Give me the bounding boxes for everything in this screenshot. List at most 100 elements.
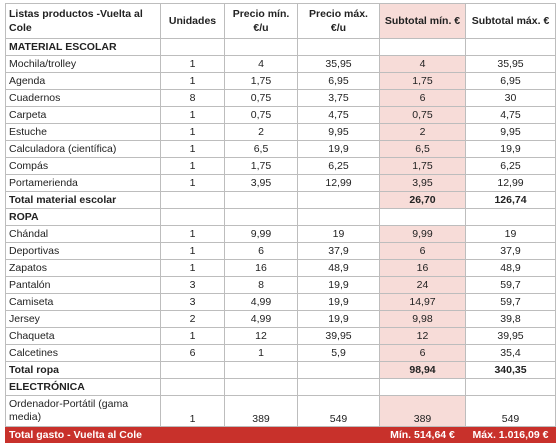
price-min-value: 8 [224, 276, 298, 294]
section-title: ELECTRÓNICA [5, 378, 161, 396]
price-max-value: 12,99 [297, 174, 380, 192]
section-total-min: 98,94 [379, 361, 466, 379]
subtotal-min-value: 14,97 [379, 293, 466, 311]
subtotal-max-value: 9,95 [465, 123, 556, 141]
subtotal-max-value: 59,7 [465, 293, 556, 311]
subtotal-max-value: 12,99 [465, 174, 556, 192]
price-min-value: 4,99 [224, 310, 298, 328]
product-name: Pantalón [5, 276, 161, 294]
price-min-value: 12 [224, 327, 298, 345]
empty-cell [160, 38, 225, 56]
subtotal-max-value: 39,8 [465, 310, 556, 328]
empty-cell [160, 208, 225, 226]
price-min-value: 0,75 [224, 106, 298, 124]
section-total-label: Total material escolar [5, 191, 161, 209]
header-units: Unidades [160, 3, 225, 39]
product-name: Portamerienda [5, 174, 161, 192]
empty-cell [297, 191, 380, 209]
subtotal-min-value: 4 [379, 55, 466, 73]
product-name: Zapatos [5, 259, 161, 277]
grand-total-min: Mín. 514,64 € [379, 426, 466, 443]
subtotal-max-value: 6,95 [465, 72, 556, 90]
subtotal-max-value: 39,95 [465, 327, 556, 345]
table-row: Cuadernos 8 0,75 3,75 6 30 [5, 89, 556, 107]
price-min-value: 3,95 [224, 174, 298, 192]
price-max-value: 9,95 [297, 123, 380, 141]
product-name: Jersey [5, 310, 161, 328]
units-value: 1 [160, 106, 225, 124]
empty-cell [160, 361, 225, 379]
subtotal-min-value: 6 [379, 242, 466, 260]
units-value: 1 [160, 72, 225, 90]
empty-cell [224, 361, 298, 379]
empty-cell [224, 191, 298, 209]
empty-cell [224, 378, 298, 396]
units-value: 1 [160, 259, 225, 277]
subtotal-max-value: 35,95 [465, 55, 556, 73]
units-value: 2 [160, 310, 225, 328]
table-row: Compás 1 1,75 6,25 1,75 6,25 [5, 157, 556, 175]
product-name: Camiseta [5, 293, 161, 311]
product-name: Agenda [5, 72, 161, 90]
price-max-value: 4,75 [297, 106, 380, 124]
header-price-min: Precio mín. €/u [224, 3, 298, 39]
empty-cell [465, 38, 556, 56]
price-max-value: 39,95 [297, 327, 380, 345]
price-max-value: 48,9 [297, 259, 380, 277]
table-row: Calcetines 6 1 5,9 6 35,4 [5, 344, 556, 362]
table-row: Carpeta 1 0,75 4,75 0,75 4,75 [5, 106, 556, 124]
section-total-row: Total material escolar 26,70 126,74 [5, 191, 556, 209]
units-value: 1 [160, 327, 225, 345]
price-max-value: 37,9 [297, 242, 380, 260]
units-value: 1 [160, 55, 225, 73]
table-row: Chaqueta 1 12 39,95 12 39,95 [5, 327, 556, 345]
grand-total-label: Total gasto - Vuelta al Cole [5, 426, 380, 443]
price-min-value: 4,99 [224, 293, 298, 311]
shopping-list-table: Listas productos -Vuelta al Cole Unidade… [5, 3, 556, 443]
subtotal-min-value: 9,99 [379, 225, 466, 243]
grand-total-max: Máx. 1.016,09 € [465, 426, 556, 443]
section-header-row: ROPA [5, 208, 556, 226]
product-name: Cuadernos [5, 89, 161, 107]
section-total-row: Total ropa 98,94 340,35 [5, 361, 556, 379]
subtotal-min-value: 6 [379, 344, 466, 362]
price-max-value: 19 [297, 225, 380, 243]
section-header-row: ELECTRÓNICA [5, 378, 556, 396]
table-row: Zapatos 1 16 48,9 16 48,9 [5, 259, 556, 277]
subtotal-min-value: 6 [379, 89, 466, 107]
price-min-value: 2 [224, 123, 298, 141]
subtotal-min-value: 9,98 [379, 310, 466, 328]
table-row: Chándal 1 9,99 19 9,99 19 [5, 225, 556, 243]
price-max-value: 6,95 [297, 72, 380, 90]
units-value: 8 [160, 89, 225, 107]
section-title: ROPA [5, 208, 161, 226]
price-max-value: 3,75 [297, 89, 380, 107]
product-name: Calcetines [5, 344, 161, 362]
table-row: Calculadora (científica) 1 6,5 19,9 6,5 19,9 [5, 140, 556, 158]
units-value: 3 [160, 276, 225, 294]
empty-cell [224, 208, 298, 226]
header-subtotal-min: Subtotal mín. € [379, 3, 466, 39]
subtotal-min-value: 2 [379, 123, 466, 141]
product-name: Deportivas [5, 242, 161, 260]
section-total-label: Total ropa [5, 361, 161, 379]
header-subtotal-max: Subtotal máx. € [465, 3, 556, 39]
header-row: Listas productos -Vuelta al Cole Unidade… [5, 3, 556, 39]
empty-cell [379, 38, 466, 56]
subtotal-max-value: 4,75 [465, 106, 556, 124]
price-min-value: 1,75 [224, 157, 298, 175]
subtotal-max-value: 48,9 [465, 259, 556, 277]
product-name: Carpeta [5, 106, 161, 124]
subtotal-min-value: 1,75 [379, 157, 466, 175]
subtotal-min-value: 12 [379, 327, 466, 345]
subtotal-min-value: 16 [379, 259, 466, 277]
table-row: Mochila/trolley 1 4 35,95 4 35,95 [5, 55, 556, 73]
product-name: Compás [5, 157, 161, 175]
table-row: Portamerienda 1 3,95 12,99 3,95 12,99 [5, 174, 556, 192]
units-value: 1 [160, 123, 225, 141]
subtotal-max-value: 19,9 [465, 140, 556, 158]
table-row: Agenda 1 1,75 6,95 1,75 6,95 [5, 72, 556, 90]
price-max-value: 19,9 [297, 276, 380, 294]
section-total-max: 126,74 [465, 191, 556, 209]
product-name: Estuche [5, 123, 161, 141]
